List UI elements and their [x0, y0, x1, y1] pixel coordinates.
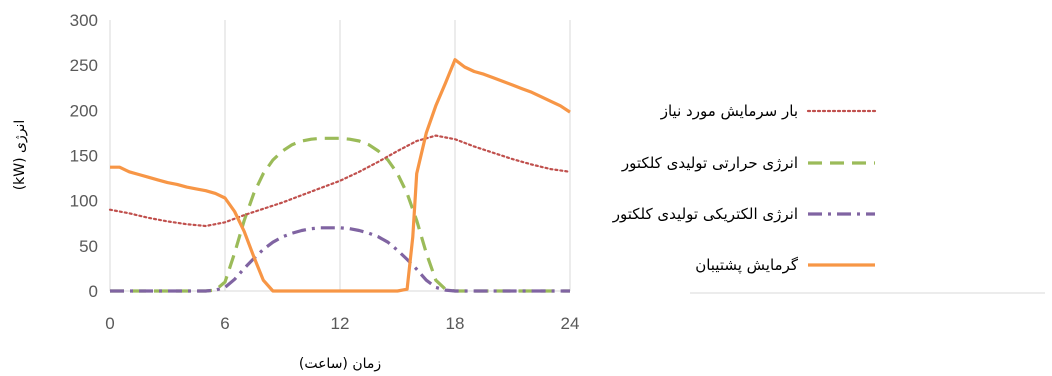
x-tick-label: 0: [105, 314, 114, 333]
x-axis-title: زمان (ساعت): [299, 356, 381, 372]
series-line-4: [110, 58, 571, 293]
x-tick-label: 12: [331, 314, 350, 333]
y-tick-label: 0: [89, 282, 98, 301]
legend-label-1: بار سرمایش مورد نیاز: [660, 102, 798, 120]
y-axis-title: انرژی (kW): [12, 120, 28, 191]
y-tick-label: 100: [70, 192, 98, 211]
legend: بار سرمایش مورد نیاز انرژی حرارتی تولیدی …: [612, 102, 877, 275]
y-tick-label: 150: [70, 147, 98, 166]
x-tick-label: 24: [561, 314, 580, 333]
y-tick-label: 200: [70, 101, 98, 120]
y-tick-label: 250: [70, 56, 98, 75]
tick-labels: 0 6 12 18 24 0 50 100 150 200 250 300: [70, 11, 580, 333]
series-line-3: [110, 226, 570, 293]
x-tick-label: 6: [220, 314, 229, 333]
y-tick-label: 300: [70, 11, 98, 30]
x-tick-label: 18: [446, 314, 465, 333]
legend-label-2: انرژی حرارتی تولیدی کلکتور: [621, 154, 798, 172]
series-lines: [108, 58, 572, 293]
legend-label-3: انرژی الکتریکی تولیدی کلکتور: [612, 205, 798, 223]
legend-label-4: گرمایش پشتیبان: [695, 256, 799, 275]
y-tick-label: 50: [79, 237, 98, 256]
series-line-1: [108, 134, 572, 228]
